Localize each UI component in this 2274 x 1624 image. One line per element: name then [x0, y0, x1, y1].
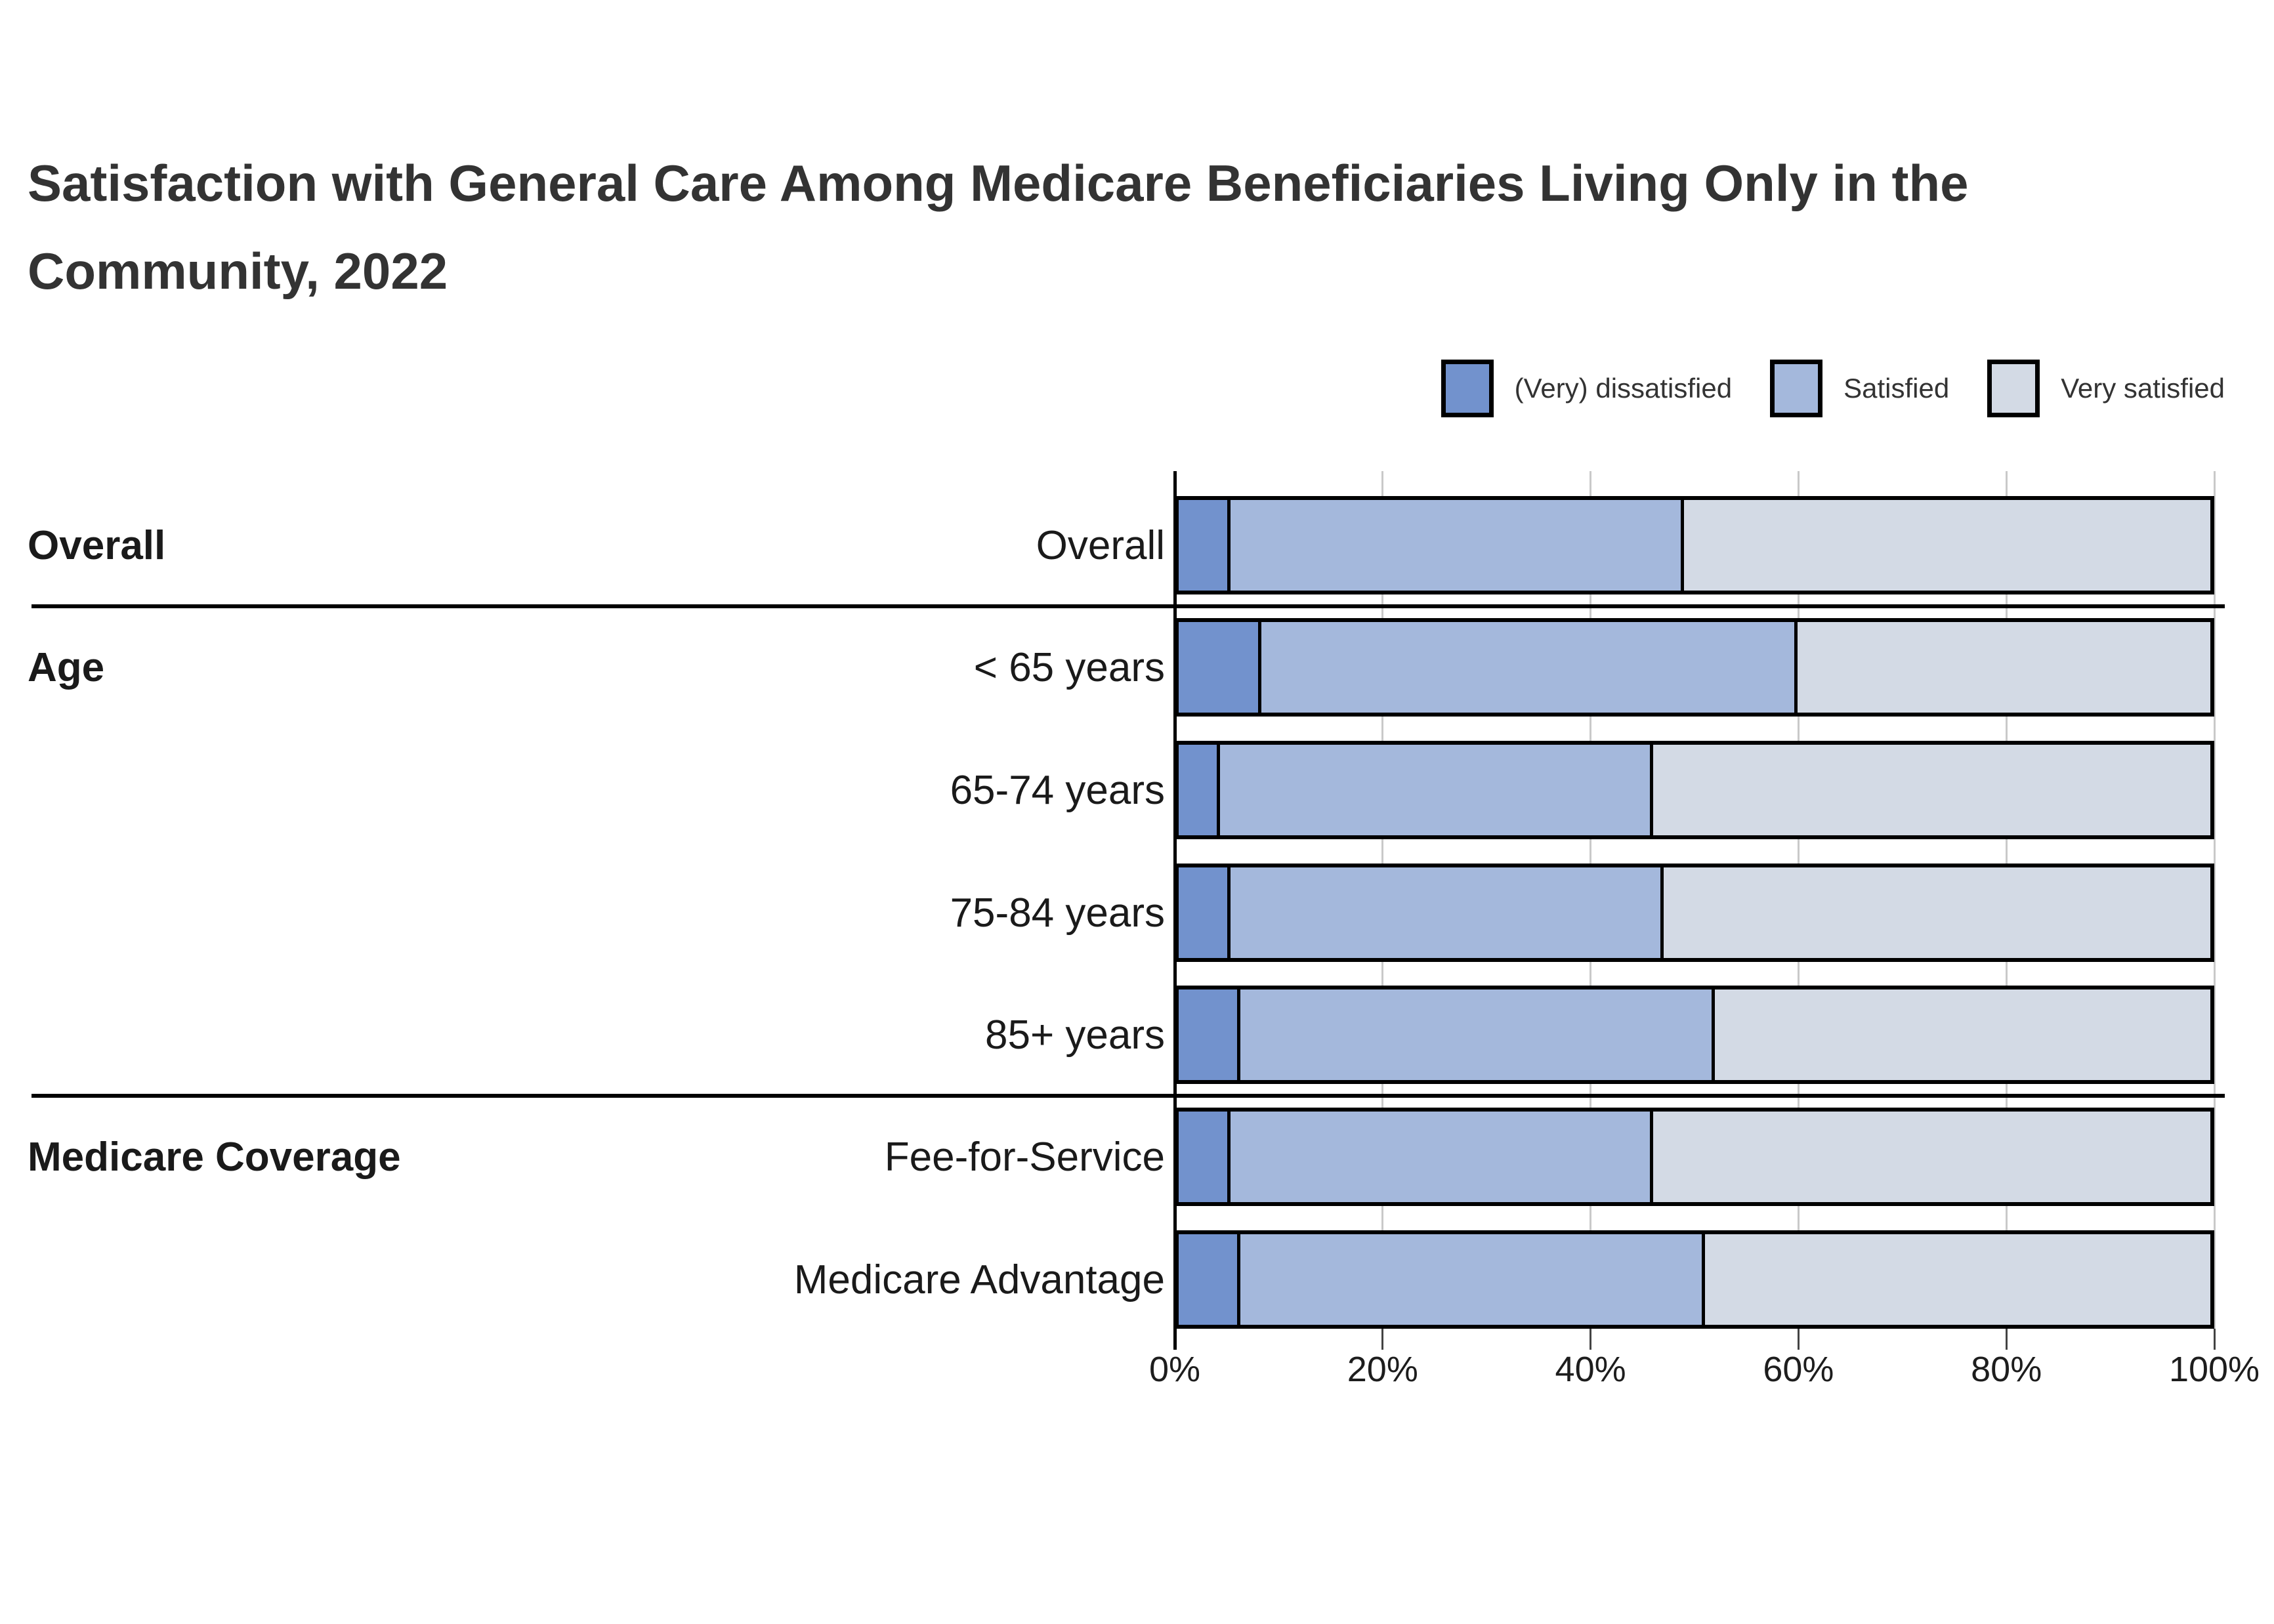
- row-label: < 65 years: [973, 644, 1165, 690]
- row-label: Fee-for-Service: [884, 1134, 1165, 1180]
- x-axis-tick-label: 0%: [1148, 1350, 1201, 1389]
- x-axis-tick: [2213, 1329, 2216, 1350]
- legend-swatch-icon: [1770, 360, 1823, 417]
- stacked-bar: [1175, 1108, 2214, 1206]
- row-label: 65-74 years: [950, 767, 1165, 813]
- x-axis-tick: [2005, 1329, 2008, 1350]
- bar-segment-dissatisfied[interactable]: [1179, 989, 1241, 1080]
- bar-segment-satisfied[interactable]: [1230, 1112, 1654, 1202]
- bar-segment-satisfied[interactable]: [1230, 500, 1685, 591]
- chart-title: Satisfaction with General Care Among Med…: [28, 154, 1969, 301]
- legend-item[interactable]: (Very) dissatisfied: [1441, 360, 1732, 417]
- bar-segment-dissatisfied[interactable]: [1179, 500, 1231, 591]
- bar-segment-very-satisfied[interactable]: [1653, 745, 2210, 835]
- x-axis-tick: [1381, 1329, 1384, 1350]
- x-axis-tick: [1590, 1329, 1592, 1350]
- x-axis-tick-label: 60%: [1763, 1350, 1834, 1389]
- bar-segment-very-satisfied[interactable]: [1663, 867, 2210, 958]
- stacked-bar: [1175, 496, 2214, 594]
- row-label: 85+ years: [984, 1012, 1165, 1058]
- bar-segment-dissatisfied[interactable]: [1179, 745, 1220, 835]
- stacked-bar: [1175, 618, 2214, 717]
- bar-segment-very-satisfied[interactable]: [1715, 989, 2210, 1080]
- group-label: Overall: [28, 522, 166, 568]
- row-label: 75-84 years: [950, 890, 1165, 936]
- bar-segment-satisfied[interactable]: [1261, 622, 1798, 713]
- x-axis-tick-label: 20%: [1347, 1350, 1418, 1389]
- x-axis-tick-label: 40%: [1555, 1350, 1626, 1389]
- legend-label: (Very) dissatisfied: [1514, 373, 1733, 404]
- bar-segment-dissatisfied[interactable]: [1179, 622, 1261, 713]
- stacked-bar: [1175, 864, 2214, 962]
- legend-label: Very satisfied: [2061, 373, 2225, 404]
- row-label: Overall: [1036, 522, 1165, 568]
- legend-item[interactable]: Very satisfied: [1987, 360, 2225, 417]
- bar-segment-satisfied[interactable]: [1230, 867, 1664, 958]
- bar-segment-very-satisfied[interactable]: [1653, 1112, 2210, 1202]
- gridline: [2213, 471, 2216, 1329]
- legend-swatch-icon: [1987, 360, 2040, 417]
- bar-segment-very-satisfied[interactable]: [1684, 500, 2210, 591]
- x-axis-tick: [1797, 1329, 1800, 1350]
- row-label: Medicare Advantage: [793, 1257, 1165, 1302]
- x-axis-tick-label: 80%: [1971, 1350, 2042, 1389]
- legend-item[interactable]: Satisfied: [1770, 360, 1949, 417]
- x-axis-tick: [1173, 1329, 1177, 1350]
- bar-segment-very-satisfied[interactable]: [1798, 622, 2210, 713]
- group-separator-line: [32, 1094, 2225, 1098]
- bar-segment-satisfied[interactable]: [1219, 745, 1654, 835]
- group-separator-line: [32, 604, 2225, 608]
- stacked-bar: [1175, 741, 2214, 839]
- legend-label: Satisfied: [1843, 373, 1950, 404]
- bar-segment-very-satisfied[interactable]: [1704, 1234, 2210, 1325]
- bar-segment-dissatisfied[interactable]: [1179, 1112, 1231, 1202]
- stacked-bar: [1175, 986, 2214, 1084]
- group-label: Age: [28, 644, 105, 690]
- legend-swatch-icon: [1441, 360, 1494, 417]
- bar-segment-dissatisfied[interactable]: [1179, 867, 1231, 958]
- legend: (Very) dissatisfied Satisfied Very satisfi…: [1441, 360, 2225, 417]
- bar-segment-satisfied[interactable]: [1240, 989, 1716, 1080]
- bar-segment-satisfied[interactable]: [1240, 1234, 1705, 1325]
- stacked-bar: [1175, 1230, 2214, 1329]
- bar-segment-dissatisfied[interactable]: [1179, 1234, 1241, 1325]
- x-axis-tick-label: 100%: [2168, 1350, 2260, 1389]
- group-label: Medicare Coverage: [28, 1134, 401, 1180]
